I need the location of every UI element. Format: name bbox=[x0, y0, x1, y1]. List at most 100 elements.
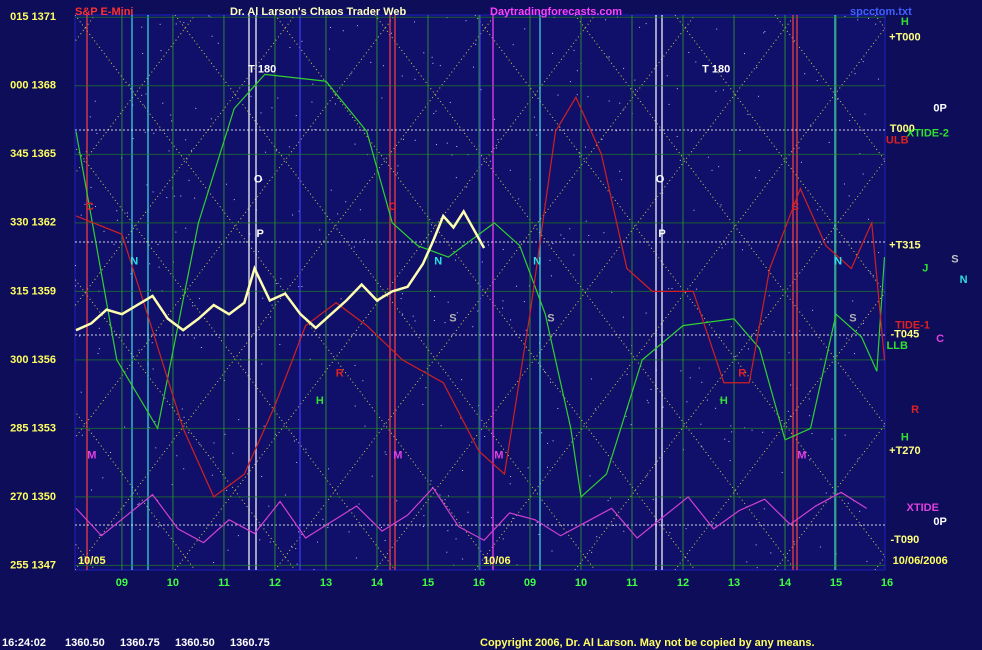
star bbox=[116, 210, 118, 212]
star bbox=[730, 326, 732, 328]
star bbox=[211, 35, 213, 37]
star bbox=[381, 526, 382, 528]
star bbox=[390, 32, 392, 34]
star bbox=[293, 440, 295, 442]
star bbox=[523, 301, 525, 303]
star bbox=[279, 343, 281, 345]
lattice-line bbox=[774, 423, 885, 570]
star bbox=[764, 31, 766, 33]
star bbox=[157, 243, 159, 245]
lattice-line bbox=[674, 291, 885, 570]
star bbox=[707, 156, 709, 158]
star bbox=[859, 510, 861, 512]
star bbox=[397, 172, 399, 174]
star bbox=[429, 290, 431, 292]
star bbox=[487, 244, 489, 246]
star bbox=[584, 146, 586, 148]
star bbox=[330, 189, 332, 191]
star bbox=[794, 206, 796, 208]
x-tick-label: 12 bbox=[269, 577, 281, 589]
star bbox=[171, 120, 173, 122]
annotation: N bbox=[130, 256, 138, 268]
star bbox=[455, 259, 457, 261]
star bbox=[208, 15, 210, 17]
star bbox=[194, 197, 196, 199]
star bbox=[549, 259, 551, 261]
star bbox=[138, 502, 140, 504]
star bbox=[730, 425, 732, 427]
star bbox=[800, 161, 802, 163]
x-tick-label: 14 bbox=[779, 577, 792, 589]
annotation: XTIDE-2 bbox=[907, 128, 949, 140]
star bbox=[362, 380, 364, 382]
star bbox=[95, 205, 97, 207]
star bbox=[626, 374, 628, 376]
star bbox=[591, 551, 593, 553]
star bbox=[719, 399, 721, 401]
star bbox=[579, 152, 581, 154]
star bbox=[788, 352, 790, 354]
star bbox=[298, 210, 300, 212]
star bbox=[747, 348, 749, 350]
star bbox=[160, 50, 162, 52]
star bbox=[90, 186, 92, 188]
x-tick-label: 09 bbox=[524, 577, 536, 589]
annotation: S bbox=[547, 313, 554, 325]
star bbox=[271, 304, 273, 306]
star bbox=[490, 517, 492, 519]
x-tick-label: 16 bbox=[473, 577, 485, 589]
series-line bbox=[75, 208, 486, 332]
star bbox=[724, 438, 726, 440]
star bbox=[701, 446, 703, 448]
star bbox=[461, 379, 463, 381]
star bbox=[232, 452, 234, 454]
star bbox=[198, 298, 200, 300]
star bbox=[183, 468, 185, 470]
star bbox=[849, 119, 851, 121]
star bbox=[422, 525, 424, 527]
annotation: +T000 bbox=[889, 32, 921, 44]
star bbox=[502, 538, 504, 540]
star bbox=[768, 295, 770, 297]
star bbox=[289, 47, 291, 49]
y-tick-label: 015 1371 bbox=[10, 11, 56, 23]
star bbox=[509, 169, 511, 171]
star bbox=[158, 266, 160, 268]
star bbox=[455, 177, 457, 179]
star bbox=[728, 440, 730, 442]
star bbox=[589, 475, 591, 477]
star bbox=[414, 320, 416, 322]
annotation: C bbox=[86, 201, 94, 213]
annotation: M bbox=[393, 450, 402, 462]
y-tick-label: 000 1368 bbox=[10, 80, 56, 92]
star bbox=[690, 130, 692, 132]
star bbox=[619, 170, 621, 172]
star bbox=[180, 195, 182, 197]
star bbox=[261, 179, 263, 181]
star bbox=[480, 89, 482, 91]
star bbox=[634, 89, 636, 91]
annotation: R bbox=[738, 367, 746, 379]
star bbox=[466, 186, 468, 188]
star bbox=[820, 358, 822, 360]
star bbox=[804, 73, 806, 75]
star bbox=[762, 431, 764, 433]
star bbox=[141, 94, 143, 96]
star bbox=[816, 80, 818, 82]
annotation: -T090 bbox=[891, 534, 920, 546]
star bbox=[258, 328, 260, 330]
annotation: P bbox=[256, 228, 263, 240]
quote: 1360.75 bbox=[230, 637, 270, 649]
quote: 1360.75 bbox=[120, 637, 160, 649]
star bbox=[359, 209, 361, 211]
lattice-line bbox=[174, 15, 596, 570]
x-tick-label: 13 bbox=[320, 577, 332, 589]
star bbox=[569, 81, 571, 83]
star bbox=[330, 26, 332, 28]
star bbox=[763, 508, 765, 510]
star bbox=[309, 358, 311, 360]
star bbox=[701, 381, 703, 383]
star bbox=[645, 312, 647, 314]
star bbox=[611, 291, 613, 293]
annotation: P bbox=[658, 228, 665, 240]
